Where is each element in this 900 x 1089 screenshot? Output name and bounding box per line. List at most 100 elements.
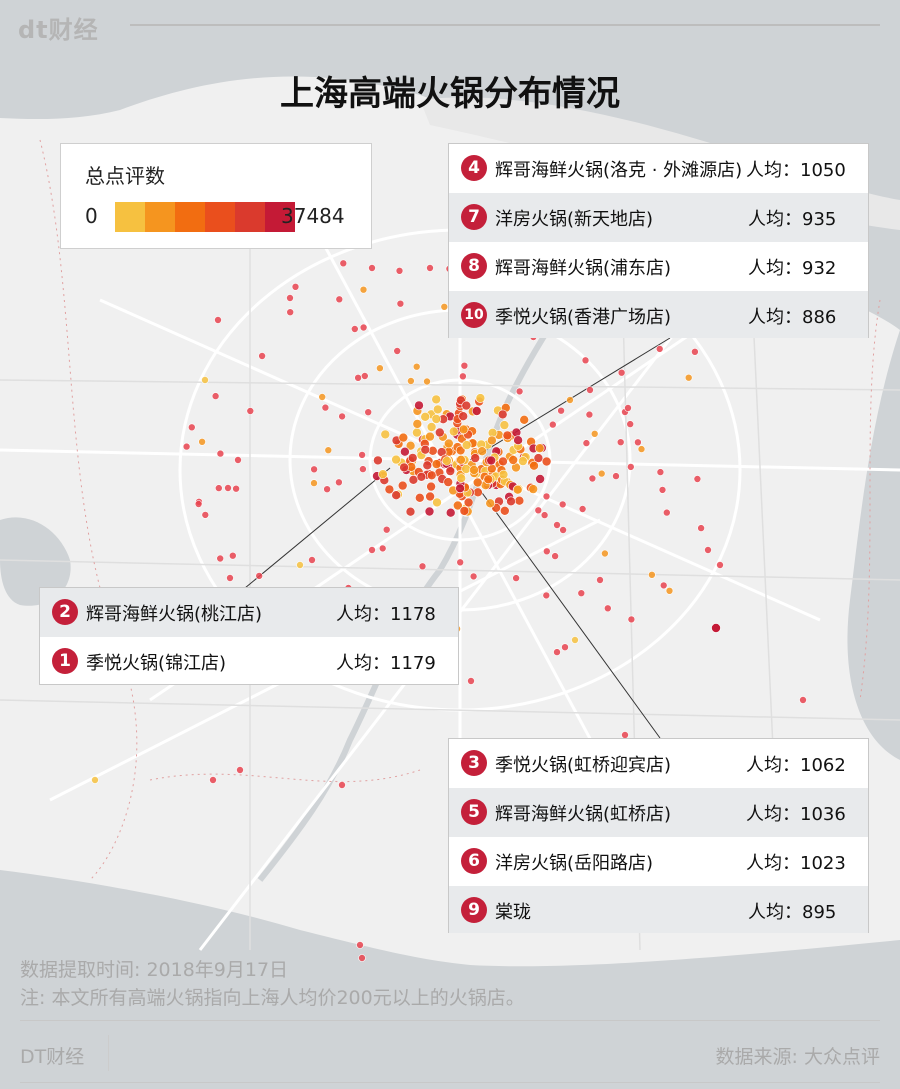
restaurant-dot xyxy=(456,454,466,465)
restaurant-dot xyxy=(359,323,368,332)
legend-max: 37484 xyxy=(281,204,345,228)
restaurant-dot xyxy=(354,373,362,382)
restaurant-dot xyxy=(226,574,234,582)
restaurant-dot xyxy=(416,471,427,482)
avg-price: 人均：1050 xyxy=(746,160,846,181)
restaurant-dot xyxy=(483,474,494,485)
restaurant-dot xyxy=(542,591,551,600)
dt-logo: dt财经 xyxy=(18,16,99,44)
restaurant-name: 辉哥海鲜火锅(洛克 · 外滩源店) xyxy=(495,160,743,181)
restaurant-dot xyxy=(211,392,220,400)
restaurant-dot xyxy=(612,472,620,480)
restaurant-dot xyxy=(512,484,523,495)
restaurant-dot xyxy=(393,347,402,355)
restaurant-dot xyxy=(378,544,387,553)
restaurant-dot xyxy=(658,486,667,494)
restaurant-dot xyxy=(422,460,433,471)
avg-price: 人均：886 xyxy=(748,307,837,328)
restaurant-dot xyxy=(398,432,409,443)
restaurant-dot xyxy=(534,506,543,515)
ranking-row: 5 辉哥海鲜火锅(虹桥店) 人均：1036 xyxy=(449,788,868,837)
restaurant-dot xyxy=(420,411,431,422)
restaurant-dot xyxy=(426,481,436,492)
restaurant-dot xyxy=(508,455,519,465)
restaurant-dot xyxy=(358,954,366,962)
restaurant-dot xyxy=(368,546,376,554)
restaurant-dot xyxy=(338,412,346,421)
restaurant-dot xyxy=(581,356,590,365)
restaurant-dot xyxy=(513,435,523,446)
restaurant-dot xyxy=(597,469,606,478)
restaurant-name: 洋房火锅(新天地店) xyxy=(495,209,654,230)
restaurant-dot xyxy=(216,449,225,458)
legend-swatch xyxy=(115,202,145,232)
restaurant-dot xyxy=(445,466,456,476)
restaurant-dot xyxy=(472,477,483,488)
restaurant-dot xyxy=(455,445,466,456)
restaurant-dot xyxy=(368,264,376,272)
restaurant-dot xyxy=(214,316,222,324)
restaurant-dot xyxy=(232,484,240,493)
restaurant-dot xyxy=(716,561,724,569)
restaurant-dot xyxy=(443,477,454,487)
restaurant-dot xyxy=(224,484,232,492)
restaurant-dot xyxy=(528,484,539,494)
restaurant-dot xyxy=(553,648,561,656)
restaurant-name: 棠珑 xyxy=(495,902,531,923)
restaurant-dot xyxy=(601,549,609,558)
restaurant-dot xyxy=(514,495,525,506)
restaurant-dot xyxy=(198,437,206,446)
page-title: 上海高端火锅分布情况 xyxy=(280,74,620,114)
restaurant-dot xyxy=(799,696,807,704)
restaurant-dot xyxy=(566,396,574,404)
restaurant-dot xyxy=(711,623,721,633)
restaurant-dot xyxy=(442,456,452,466)
restaurant-name: 辉哥海鲜火锅(浦东店) xyxy=(495,258,672,279)
avg-price: 人均：1062 xyxy=(746,755,846,776)
restaurant-dot xyxy=(382,525,391,534)
restaurant-dot xyxy=(380,429,391,440)
restaurant-dot xyxy=(540,511,549,519)
restaurant-dot xyxy=(684,373,693,382)
restaurant-dot xyxy=(182,442,191,451)
restaurant-dot xyxy=(461,440,472,450)
restaurant-dot xyxy=(460,361,469,370)
restaurant-dot xyxy=(497,409,508,420)
restaurant-dot xyxy=(529,460,539,471)
restaurant-dot xyxy=(551,552,559,560)
restaurant-dot xyxy=(624,404,632,412)
restaurant-dot xyxy=(215,484,223,492)
restaurant-dot xyxy=(376,364,384,373)
avg-price: 人均：895 xyxy=(748,902,837,923)
restaurant-dot xyxy=(405,506,416,517)
restaurant-dot xyxy=(258,352,266,360)
dianshan-lake xyxy=(0,517,71,606)
rank-badge: 3 xyxy=(461,750,487,776)
restaurant-dot xyxy=(291,282,300,291)
rank-badge: 1 xyxy=(52,648,78,674)
footer-separator xyxy=(108,1035,109,1071)
restaurant-dot xyxy=(542,492,551,501)
restaurant-dot xyxy=(585,410,594,419)
restaurant-name: 洋房火锅(岳阳路店) xyxy=(495,853,654,874)
legend-swatch xyxy=(205,202,235,232)
restaurant-dot xyxy=(588,474,597,483)
restaurant-dot xyxy=(498,456,508,467)
restaurant-dot xyxy=(626,463,635,471)
restaurant-dot xyxy=(498,469,509,480)
restaurant-dot xyxy=(426,422,437,432)
ranking-row: 1 季悦火锅(锦江店) 人均：1179 xyxy=(40,637,458,686)
avg-price: 人均：932 xyxy=(748,258,837,279)
restaurant-dot xyxy=(400,446,410,457)
rank-badge: 8 xyxy=(461,253,487,279)
restaurant-dot xyxy=(431,394,442,405)
restaurant-dot xyxy=(693,475,702,483)
restaurant-dot xyxy=(359,465,367,473)
restaurant-dot xyxy=(418,562,427,571)
restaurant-dot xyxy=(321,403,330,412)
restaurant-dot xyxy=(578,505,587,513)
restaurant-dot xyxy=(255,572,264,580)
ranking-row: 4 辉哥海鲜火锅(洛克 · 外滩源店) 人均：1050 xyxy=(449,144,868,193)
restaurant-dot xyxy=(637,445,646,453)
avg-price: 人均：1023 xyxy=(746,853,846,874)
